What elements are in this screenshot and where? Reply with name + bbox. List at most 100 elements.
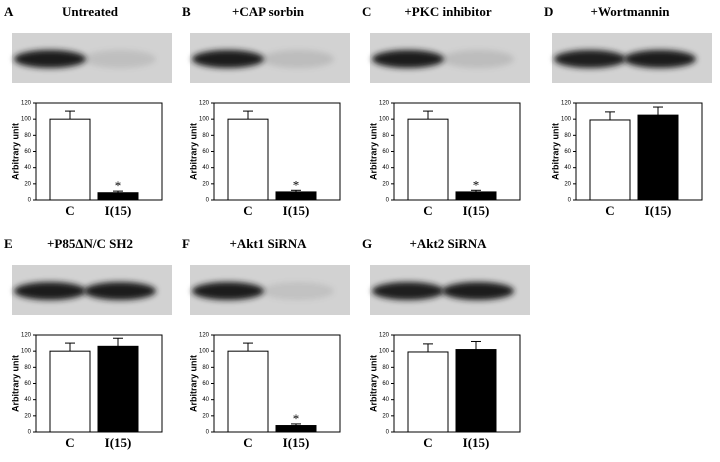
- bar: [97, 345, 139, 433]
- x-tick-label: I(15): [105, 203, 132, 218]
- blot-band: [84, 50, 156, 68]
- y-tick-label: 20: [382, 413, 389, 419]
- y-tick-label: 0: [28, 430, 32, 436]
- y-tick-label: 120: [561, 101, 572, 107]
- x-tick-label: I(15): [463, 435, 490, 450]
- y-tick-label: 100: [379, 349, 390, 355]
- y-axis-label: Arbitrary unit: [10, 123, 20, 180]
- y-tick-label: 20: [202, 413, 209, 419]
- panel-letter: E: [4, 236, 13, 251]
- blot-band: [262, 282, 334, 300]
- y-tick-label: 80: [564, 133, 571, 139]
- y-tick-label: 0: [28, 198, 32, 204]
- y-tick-label: 20: [564, 181, 571, 187]
- y-tick-label: 60: [202, 381, 209, 387]
- y-tick-label: 100: [21, 117, 32, 123]
- blot-band: [14, 50, 86, 68]
- y-tick-label: 120: [199, 101, 210, 107]
- y-tick-label: 20: [202, 181, 209, 187]
- y-axis-label: Arbitrary unit: [368, 123, 378, 180]
- y-tick-label: 40: [24, 165, 31, 171]
- bar: [407, 118, 449, 201]
- y-tick-label: 120: [21, 101, 32, 107]
- x-tick-label: C: [243, 203, 252, 218]
- y-tick-label: 100: [21, 349, 32, 355]
- y-tick-label: 20: [24, 181, 31, 187]
- panel-letter: F: [182, 236, 190, 251]
- y-tick-label: 20: [382, 181, 389, 187]
- panel-title: +Akt1 SiRNA: [229, 236, 307, 251]
- y-tick-label: 60: [24, 381, 31, 387]
- x-tick-label: C: [243, 435, 252, 450]
- y-tick-label: 80: [382, 365, 389, 371]
- x-tick-label: I(15): [283, 435, 310, 450]
- y-axis-label: Arbitrary unit: [368, 355, 378, 412]
- x-tick-label: I(15): [645, 203, 672, 218]
- y-axis-label: Arbitrary unit: [188, 355, 198, 412]
- blot-band: [372, 50, 444, 68]
- y-tick-label: 0: [206, 198, 210, 204]
- y-tick-label: 120: [199, 333, 210, 339]
- x-tick-label: C: [423, 203, 432, 218]
- blot-band: [554, 50, 626, 68]
- bar: [275, 425, 317, 433]
- blot-band: [192, 50, 264, 68]
- panel-title: +P85ΔN/C SH2: [47, 236, 133, 251]
- blot-band: [442, 282, 514, 300]
- panel-letter: G: [362, 236, 372, 251]
- annotation: *: [293, 177, 300, 192]
- x-tick-label: C: [423, 435, 432, 450]
- y-tick-label: 80: [382, 133, 389, 139]
- y-tick-label: 60: [24, 149, 31, 155]
- y-axis-label: Arbitrary unit: [188, 123, 198, 180]
- y-tick-label: 40: [564, 165, 571, 171]
- panel-title: +PKC inhibitor: [404, 4, 491, 19]
- bar: [49, 118, 91, 201]
- y-tick-label: 0: [206, 430, 210, 436]
- blot-band: [262, 50, 334, 68]
- bar: [49, 350, 91, 433]
- y-tick-label: 80: [202, 133, 209, 139]
- bar: [637, 114, 679, 201]
- x-tick-label: C: [65, 435, 74, 450]
- x-tick-label: I(15): [463, 203, 490, 218]
- blot-band: [624, 50, 696, 68]
- annotation: *: [293, 411, 300, 426]
- panel-letter: B: [182, 4, 191, 19]
- bar: [227, 118, 269, 201]
- y-tick-label: 100: [199, 117, 210, 123]
- y-tick-label: 40: [382, 165, 389, 171]
- annotation: *: [473, 177, 480, 192]
- y-tick-label: 80: [24, 133, 31, 139]
- y-axis-label: Arbitrary unit: [550, 123, 560, 180]
- bar: [97, 192, 139, 201]
- x-tick-label: C: [605, 203, 614, 218]
- bar: [455, 349, 497, 433]
- x-tick-label: C: [65, 203, 74, 218]
- panel-letter: D: [544, 4, 553, 19]
- y-tick-label: 0: [568, 198, 572, 204]
- y-tick-label: 40: [202, 165, 209, 171]
- annotation: *: [115, 178, 122, 193]
- bar: [589, 119, 631, 201]
- bar: [455, 191, 497, 201]
- y-axis-label: Arbitrary unit: [10, 355, 20, 412]
- panel-title: +Akt2 SiRNA: [409, 236, 487, 251]
- y-tick-label: 80: [202, 365, 209, 371]
- panel-letter: A: [4, 4, 14, 19]
- bar: [407, 351, 449, 433]
- y-tick-label: 100: [561, 117, 572, 123]
- y-tick-label: 100: [379, 117, 390, 123]
- blot-band: [14, 282, 86, 300]
- y-tick-label: 40: [382, 397, 389, 403]
- blot-band: [372, 282, 444, 300]
- y-tick-label: 80: [24, 365, 31, 371]
- y-tick-label: 20: [24, 413, 31, 419]
- panel-title: +CAP sorbin: [232, 4, 305, 19]
- blot-band: [192, 282, 264, 300]
- y-tick-label: 120: [21, 333, 32, 339]
- y-tick-label: 40: [24, 397, 31, 403]
- y-tick-label: 60: [382, 381, 389, 387]
- y-tick-label: 60: [382, 149, 389, 155]
